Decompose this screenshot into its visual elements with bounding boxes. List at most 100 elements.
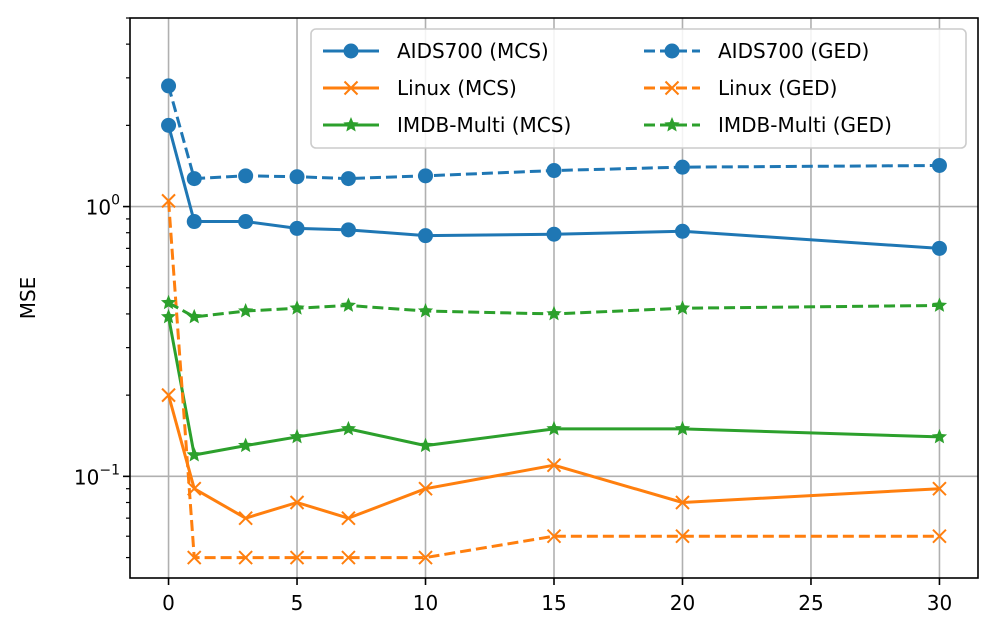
data-point [932,481,947,496]
data-point [340,297,357,312]
data-point [675,495,690,510]
data-point [546,420,562,436]
data-point [186,171,202,187]
data-point [546,226,562,242]
legend-label: IMDB-Multi (MCS) [397,113,571,137]
data-point [931,157,947,173]
legend-marker [664,117,680,132]
series-3 [161,78,947,187]
legend-label: IMDB-Multi (GED) [718,113,892,137]
data-point [340,420,357,436]
legend-item: IMDB-Multi (MCS) [323,113,571,137]
data-point [238,510,253,526]
y-axis-label: MSE [16,277,40,320]
marker-stroke [238,550,253,565]
series-5 [160,294,948,324]
legend-marker [343,117,359,132]
legend-label: AIDS700 (MCS) [397,39,549,63]
data-point [417,437,434,453]
legend-box [310,28,967,149]
data-point [675,529,690,544]
data-point [289,300,305,315]
x-axis: 0 5 10 15 20 25 30 [162,578,952,615]
series-layer [160,78,948,565]
marker-stroke [289,550,305,565]
x-tick-label: 15 [541,591,566,615]
marker-stroke [341,510,356,526]
x-tick-label: 5 [291,591,304,615]
data-point [161,78,177,94]
marker-stroke [675,529,690,544]
legend-item: AIDS700 (MCS) [323,39,549,63]
data-point [418,550,433,565]
x-tick-label: 0 [162,591,175,615]
marker-stroke [664,80,680,96]
series-2 [160,308,948,462]
data-point [161,193,176,209]
legend-marker [664,80,680,96]
data-point [289,428,305,444]
legend-marker [343,80,359,96]
data-point [289,169,305,185]
data-point [187,550,202,565]
y-tick-label: 10−1 [74,462,120,489]
data-point [674,159,690,175]
marker-stroke [675,495,690,510]
marker-stroke [289,495,305,510]
legend-label: Linux (GED) [718,76,837,100]
data-point [289,495,305,510]
marker-stroke [418,550,433,565]
data-point [340,171,356,187]
data-point [546,163,562,179]
data-point [160,308,177,324]
marker-stroke [161,387,176,403]
data-point [341,550,356,565]
data-point [238,168,254,184]
data-point [161,387,176,403]
data-point [238,214,254,230]
legend-label: Linux (MCS) [397,76,517,100]
marker-stroke [418,481,433,496]
data-point [674,420,691,436]
data-point [161,117,177,133]
series-line [167,200,940,560]
marker-stroke [161,193,176,209]
data-point [289,550,305,565]
series-4 [161,193,947,565]
marker-stroke [238,510,253,526]
marker-stroke [343,80,359,96]
series-1 [161,387,947,526]
data-point [931,297,948,312]
data-point [546,305,562,321]
data-point [160,294,177,310]
data-point [546,457,562,473]
data-point [418,228,434,244]
series-0 [161,117,947,256]
data-point [931,240,947,256]
x-tick-label: 20 [670,591,695,615]
legend-label: AIDS700 (GED) [718,39,869,63]
x-tick-label: 25 [798,591,823,615]
legend-item: AIDS700 (GED) [644,39,869,63]
legend-marker [343,43,359,59]
data-point [932,529,947,544]
marker-stroke [932,529,947,544]
marker-stroke [546,529,562,544]
legend-marker [664,43,680,59]
data-point [238,303,254,318]
data-point [186,214,202,230]
data-point [546,529,562,544]
data-point [931,428,948,444]
legend-item: IMDB-Multi (GED) [644,113,892,137]
data-point [674,223,690,239]
marker-stroke [546,457,562,473]
data-point [417,303,434,318]
legend: AIDS700 (MCS) Linux (MCS) IMDB-Multi (MCS)… [310,28,967,149]
marker-stroke [932,481,947,496]
marker-stroke [341,550,356,565]
data-point [289,220,305,236]
legend-item: Linux (GED) [644,76,837,100]
y-tick-label: 100 [86,193,120,220]
data-point [238,437,254,453]
